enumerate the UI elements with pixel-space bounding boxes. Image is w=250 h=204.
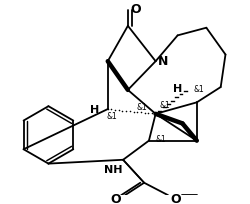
Text: &1: &1 — [155, 135, 166, 144]
Text: O: O — [170, 192, 181, 204]
Text: H: H — [90, 104, 99, 114]
Text: N: N — [158, 54, 168, 67]
Text: NH: NH — [104, 165, 123, 174]
Text: &1: &1 — [193, 84, 204, 93]
Text: &1: &1 — [160, 100, 170, 109]
Text: &1: &1 — [106, 112, 117, 121]
Text: O: O — [130, 3, 141, 16]
Text: &1: &1 — [137, 102, 147, 111]
Text: H: H — [173, 84, 182, 94]
Text: O: O — [110, 192, 121, 204]
